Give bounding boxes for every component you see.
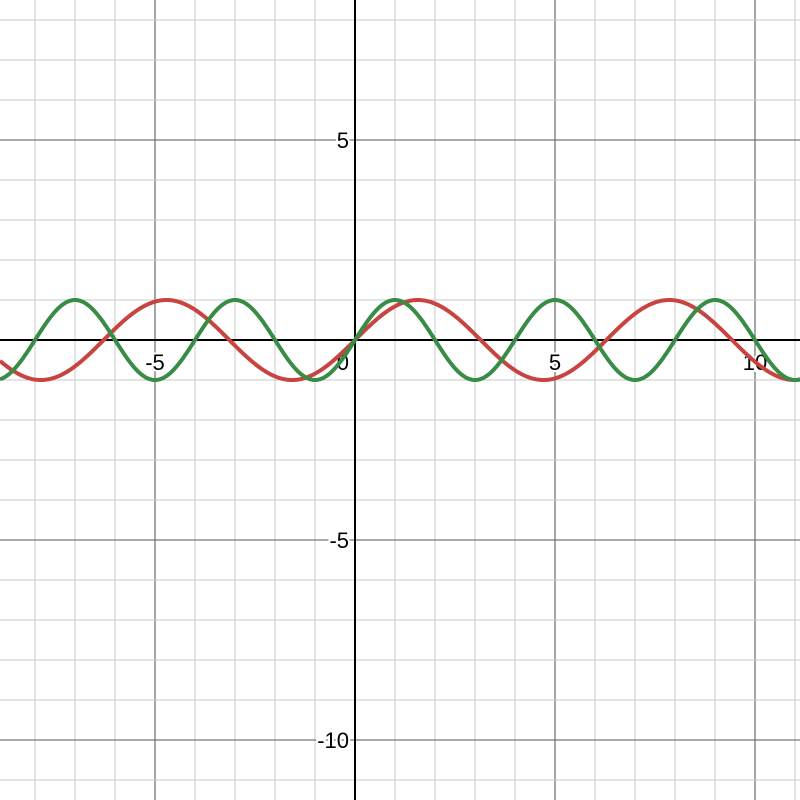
x-tick-label: -5	[145, 350, 165, 375]
x-tick-label: 5	[549, 350, 561, 375]
y-tick-label: 5	[337, 128, 349, 153]
y-tick-label: -5	[329, 528, 349, 553]
curve-2	[0, 298, 800, 382]
y-tick-label: -10	[317, 728, 349, 753]
curves	[0, 298, 800, 382]
curve-1	[0, 298, 800, 382]
tick-labels: -5 5 105-5-100	[143, 126, 769, 755]
